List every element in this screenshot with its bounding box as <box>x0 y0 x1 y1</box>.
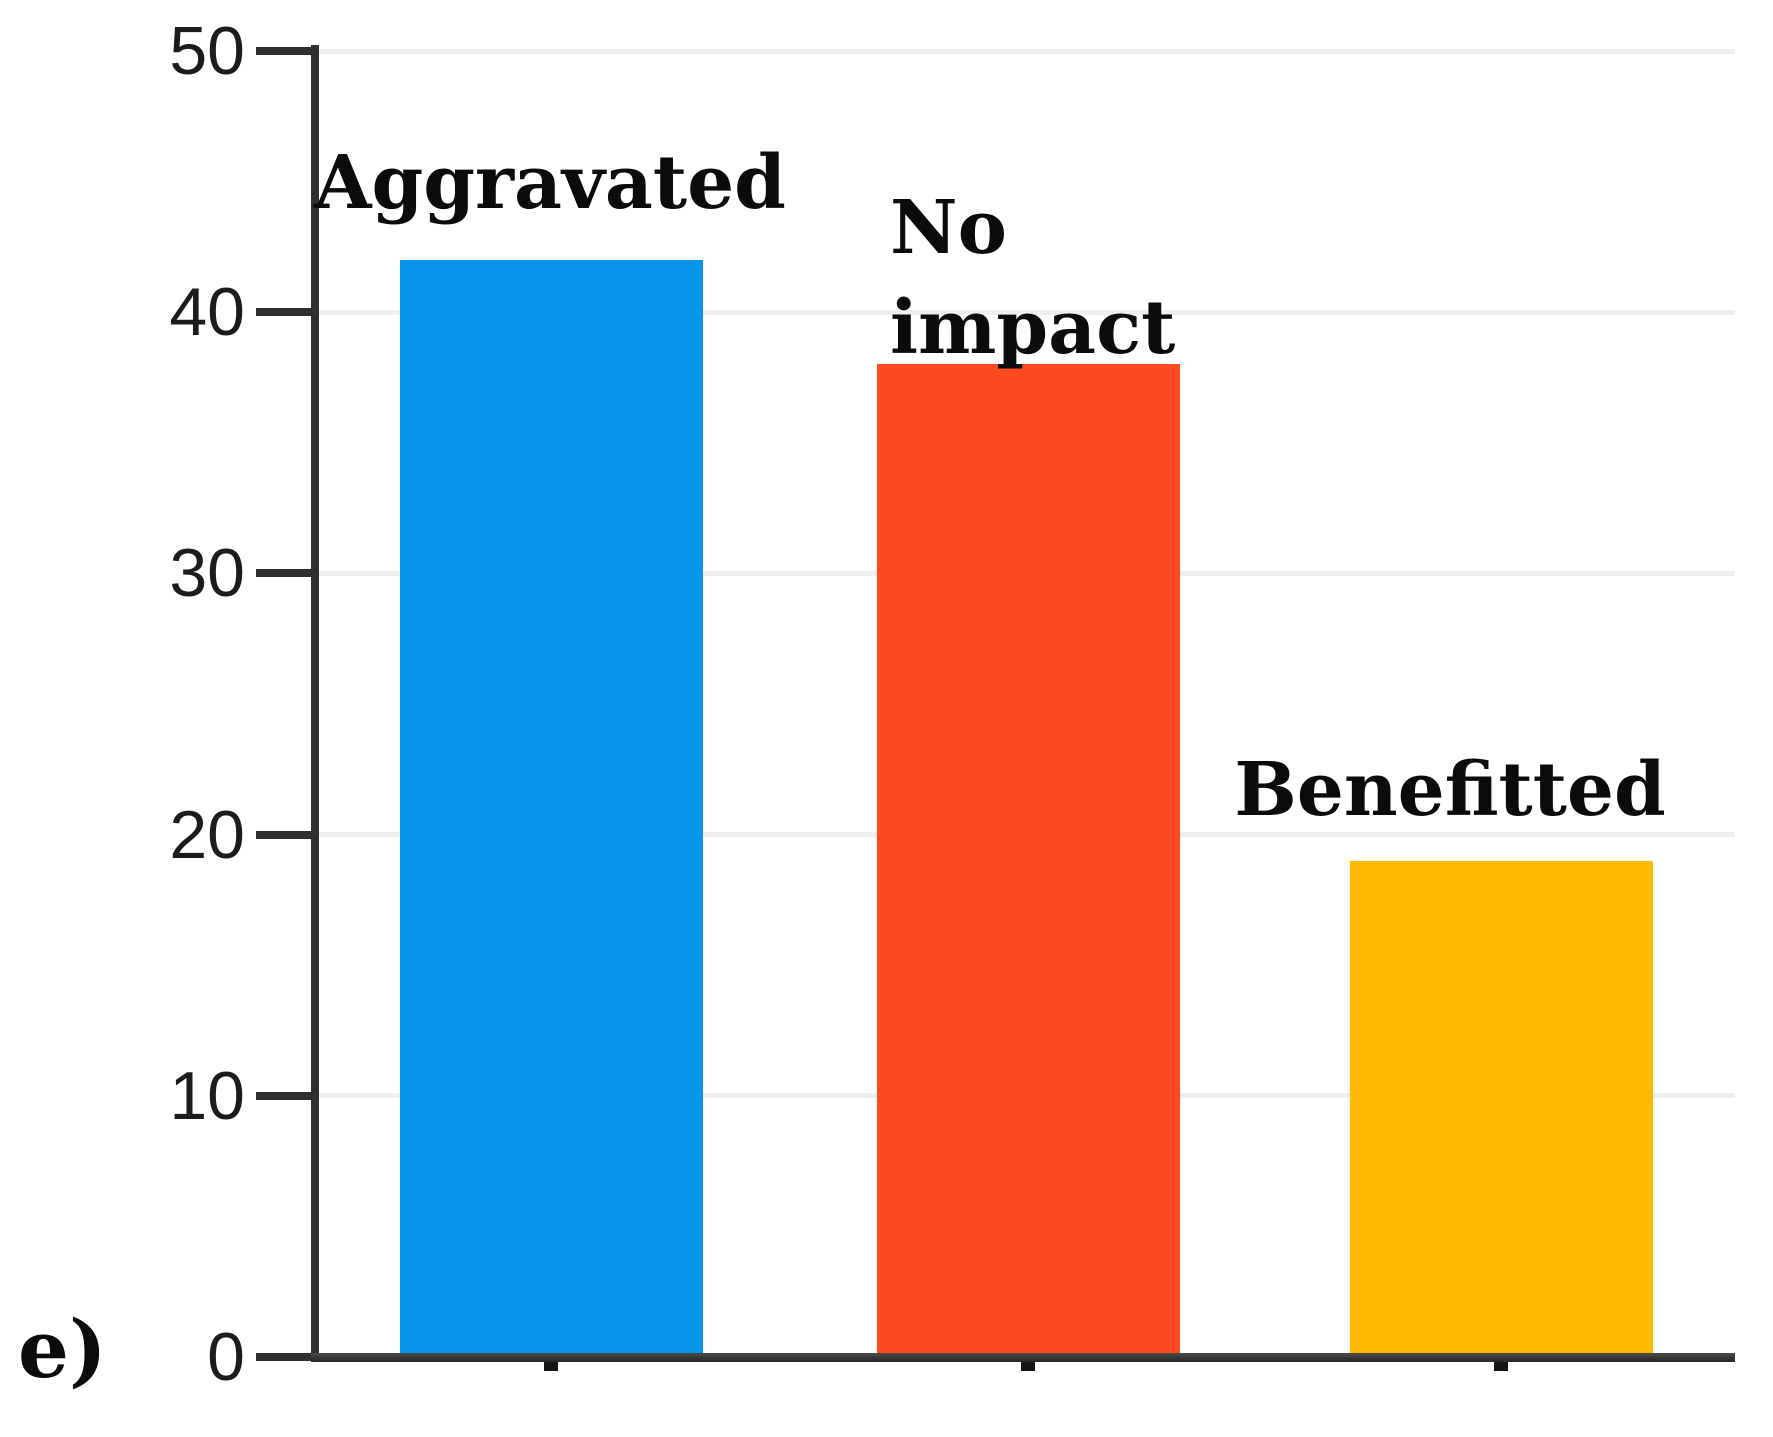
y-tick-label-0: 0 <box>207 1319 245 1395</box>
bar-aggravated <box>399 259 703 1357</box>
x-axis-line <box>311 1353 1735 1362</box>
y-tick-label-50: 50 <box>169 13 245 89</box>
panel-label: e) <box>18 1302 107 1396</box>
bar-benefitted <box>1349 860 1653 1357</box>
x-tick-mark-1 <box>544 1362 558 1371</box>
y-tick-label-10: 10 <box>169 1057 245 1134</box>
y-tick-mark-50 <box>256 47 316 55</box>
y-tick-label-30: 30 <box>169 535 245 612</box>
x-tick-mark-3 <box>1494 1362 1508 1371</box>
category-label-benefitted: Benefitted <box>1234 747 1666 833</box>
y-tick-mark-30 <box>256 569 316 578</box>
gridline-y-40 <box>319 309 1735 315</box>
y-tick-mark-0 <box>256 1353 316 1361</box>
y-tick-label-40: 40 <box>169 274 245 351</box>
y-tick-mark-20 <box>256 830 316 839</box>
y-axis-line <box>311 45 319 1362</box>
category-label-aggravated: Aggravated <box>314 140 786 226</box>
y-tick-label-20: 20 <box>169 796 245 873</box>
y-tick-mark-10 <box>256 1091 316 1100</box>
category-label-no-impact: No impact <box>890 185 1176 371</box>
x-tick-mark-2 <box>1021 1362 1035 1371</box>
y-tick-mark-40 <box>256 308 316 317</box>
gridline-y-50 <box>319 48 1735 54</box>
bar-no-impact <box>876 364 1180 1357</box>
